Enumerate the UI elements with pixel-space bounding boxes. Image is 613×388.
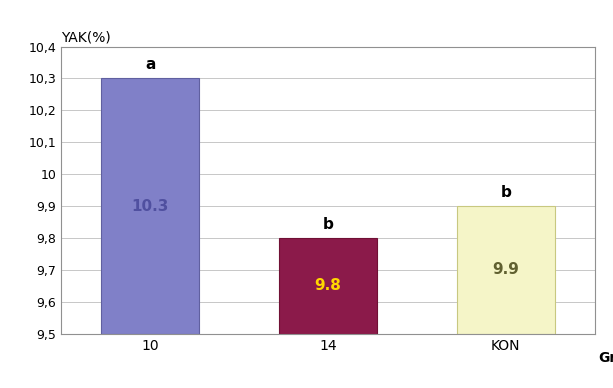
Bar [101, 78, 199, 334]
Bar [279, 238, 377, 334]
Text: 10.3: 10.3 [132, 199, 169, 213]
Text: 9.8: 9.8 [314, 278, 341, 293]
Text: a: a [145, 57, 155, 72]
Text: YAK(%): YAK(%) [61, 31, 111, 45]
Text: b: b [322, 217, 333, 232]
Text: 9.9: 9.9 [492, 262, 519, 277]
Text: Gruplar: Gruplar [598, 351, 613, 365]
Bar [457, 206, 555, 334]
Text: b: b [500, 185, 511, 200]
